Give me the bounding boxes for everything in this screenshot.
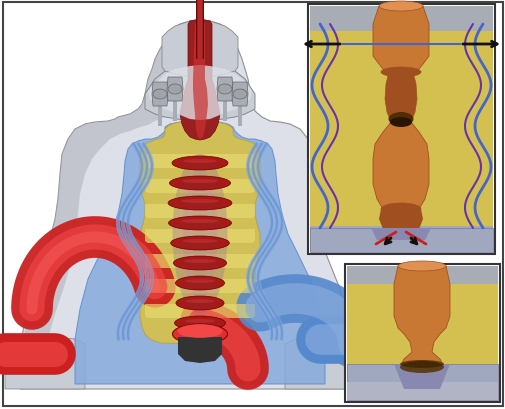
Polygon shape xyxy=(20,22,189,389)
Polygon shape xyxy=(384,73,416,123)
Polygon shape xyxy=(152,83,168,107)
Ellipse shape xyxy=(178,220,222,227)
Polygon shape xyxy=(162,20,237,78)
Bar xyxy=(158,107,162,127)
Polygon shape xyxy=(372,7,428,73)
Bar xyxy=(237,107,241,127)
Ellipse shape xyxy=(388,113,413,127)
Ellipse shape xyxy=(177,200,222,207)
Ellipse shape xyxy=(180,200,219,204)
Ellipse shape xyxy=(185,299,214,303)
Ellipse shape xyxy=(173,256,226,270)
Polygon shape xyxy=(145,204,255,218)
Ellipse shape xyxy=(175,276,224,290)
Polygon shape xyxy=(192,22,208,139)
Bar xyxy=(196,0,203,60)
Ellipse shape xyxy=(399,361,443,373)
Polygon shape xyxy=(310,229,492,252)
Ellipse shape xyxy=(218,85,231,95)
Bar xyxy=(346,266,497,284)
Ellipse shape xyxy=(178,180,221,188)
Polygon shape xyxy=(145,254,255,268)
Ellipse shape xyxy=(172,324,227,344)
Polygon shape xyxy=(372,123,428,209)
Ellipse shape xyxy=(184,319,215,323)
Polygon shape xyxy=(370,229,430,240)
Polygon shape xyxy=(5,337,85,389)
Ellipse shape xyxy=(177,324,222,338)
Ellipse shape xyxy=(185,279,214,283)
Ellipse shape xyxy=(183,160,216,164)
Ellipse shape xyxy=(168,216,231,230)
Ellipse shape xyxy=(389,118,411,128)
Ellipse shape xyxy=(182,170,217,299)
Bar xyxy=(310,227,492,252)
Polygon shape xyxy=(180,20,220,141)
Ellipse shape xyxy=(380,68,420,78)
Ellipse shape xyxy=(182,279,217,287)
Polygon shape xyxy=(346,364,497,400)
Bar xyxy=(195,0,204,60)
Polygon shape xyxy=(178,337,222,363)
Bar xyxy=(173,102,177,122)
Polygon shape xyxy=(284,337,364,389)
Ellipse shape xyxy=(170,236,229,250)
Ellipse shape xyxy=(397,261,445,271)
Ellipse shape xyxy=(180,160,219,168)
Ellipse shape xyxy=(168,85,182,95)
Ellipse shape xyxy=(181,220,219,223)
Bar xyxy=(310,7,492,252)
Ellipse shape xyxy=(399,360,443,368)
Ellipse shape xyxy=(176,296,224,310)
Polygon shape xyxy=(145,304,255,318)
Ellipse shape xyxy=(172,155,227,314)
Bar xyxy=(197,0,201,60)
Polygon shape xyxy=(378,209,422,229)
Bar xyxy=(310,7,492,32)
Polygon shape xyxy=(145,180,255,193)
Ellipse shape xyxy=(380,204,420,216)
Ellipse shape xyxy=(378,2,422,12)
Ellipse shape xyxy=(168,196,231,211)
Bar xyxy=(346,266,497,400)
Ellipse shape xyxy=(182,239,217,243)
Ellipse shape xyxy=(153,90,167,100)
Polygon shape xyxy=(145,65,255,123)
Polygon shape xyxy=(145,229,255,243)
Polygon shape xyxy=(393,364,449,389)
Polygon shape xyxy=(147,66,251,121)
Ellipse shape xyxy=(182,319,217,327)
Polygon shape xyxy=(140,121,260,344)
Polygon shape xyxy=(20,22,355,389)
Ellipse shape xyxy=(172,157,228,171)
Bar xyxy=(344,264,499,402)
Ellipse shape xyxy=(181,180,218,184)
Polygon shape xyxy=(75,121,324,384)
Ellipse shape xyxy=(232,90,246,100)
Bar xyxy=(346,382,497,400)
Polygon shape xyxy=(217,78,232,102)
Polygon shape xyxy=(393,266,449,367)
Bar xyxy=(223,102,227,122)
Polygon shape xyxy=(167,78,183,102)
Polygon shape xyxy=(231,83,247,107)
Ellipse shape xyxy=(179,239,220,247)
Ellipse shape xyxy=(184,259,216,263)
Bar xyxy=(308,5,494,254)
Polygon shape xyxy=(145,279,255,293)
Ellipse shape xyxy=(183,299,217,307)
Ellipse shape xyxy=(174,316,225,330)
Polygon shape xyxy=(145,155,255,169)
Ellipse shape xyxy=(181,259,218,267)
Ellipse shape xyxy=(169,177,230,191)
